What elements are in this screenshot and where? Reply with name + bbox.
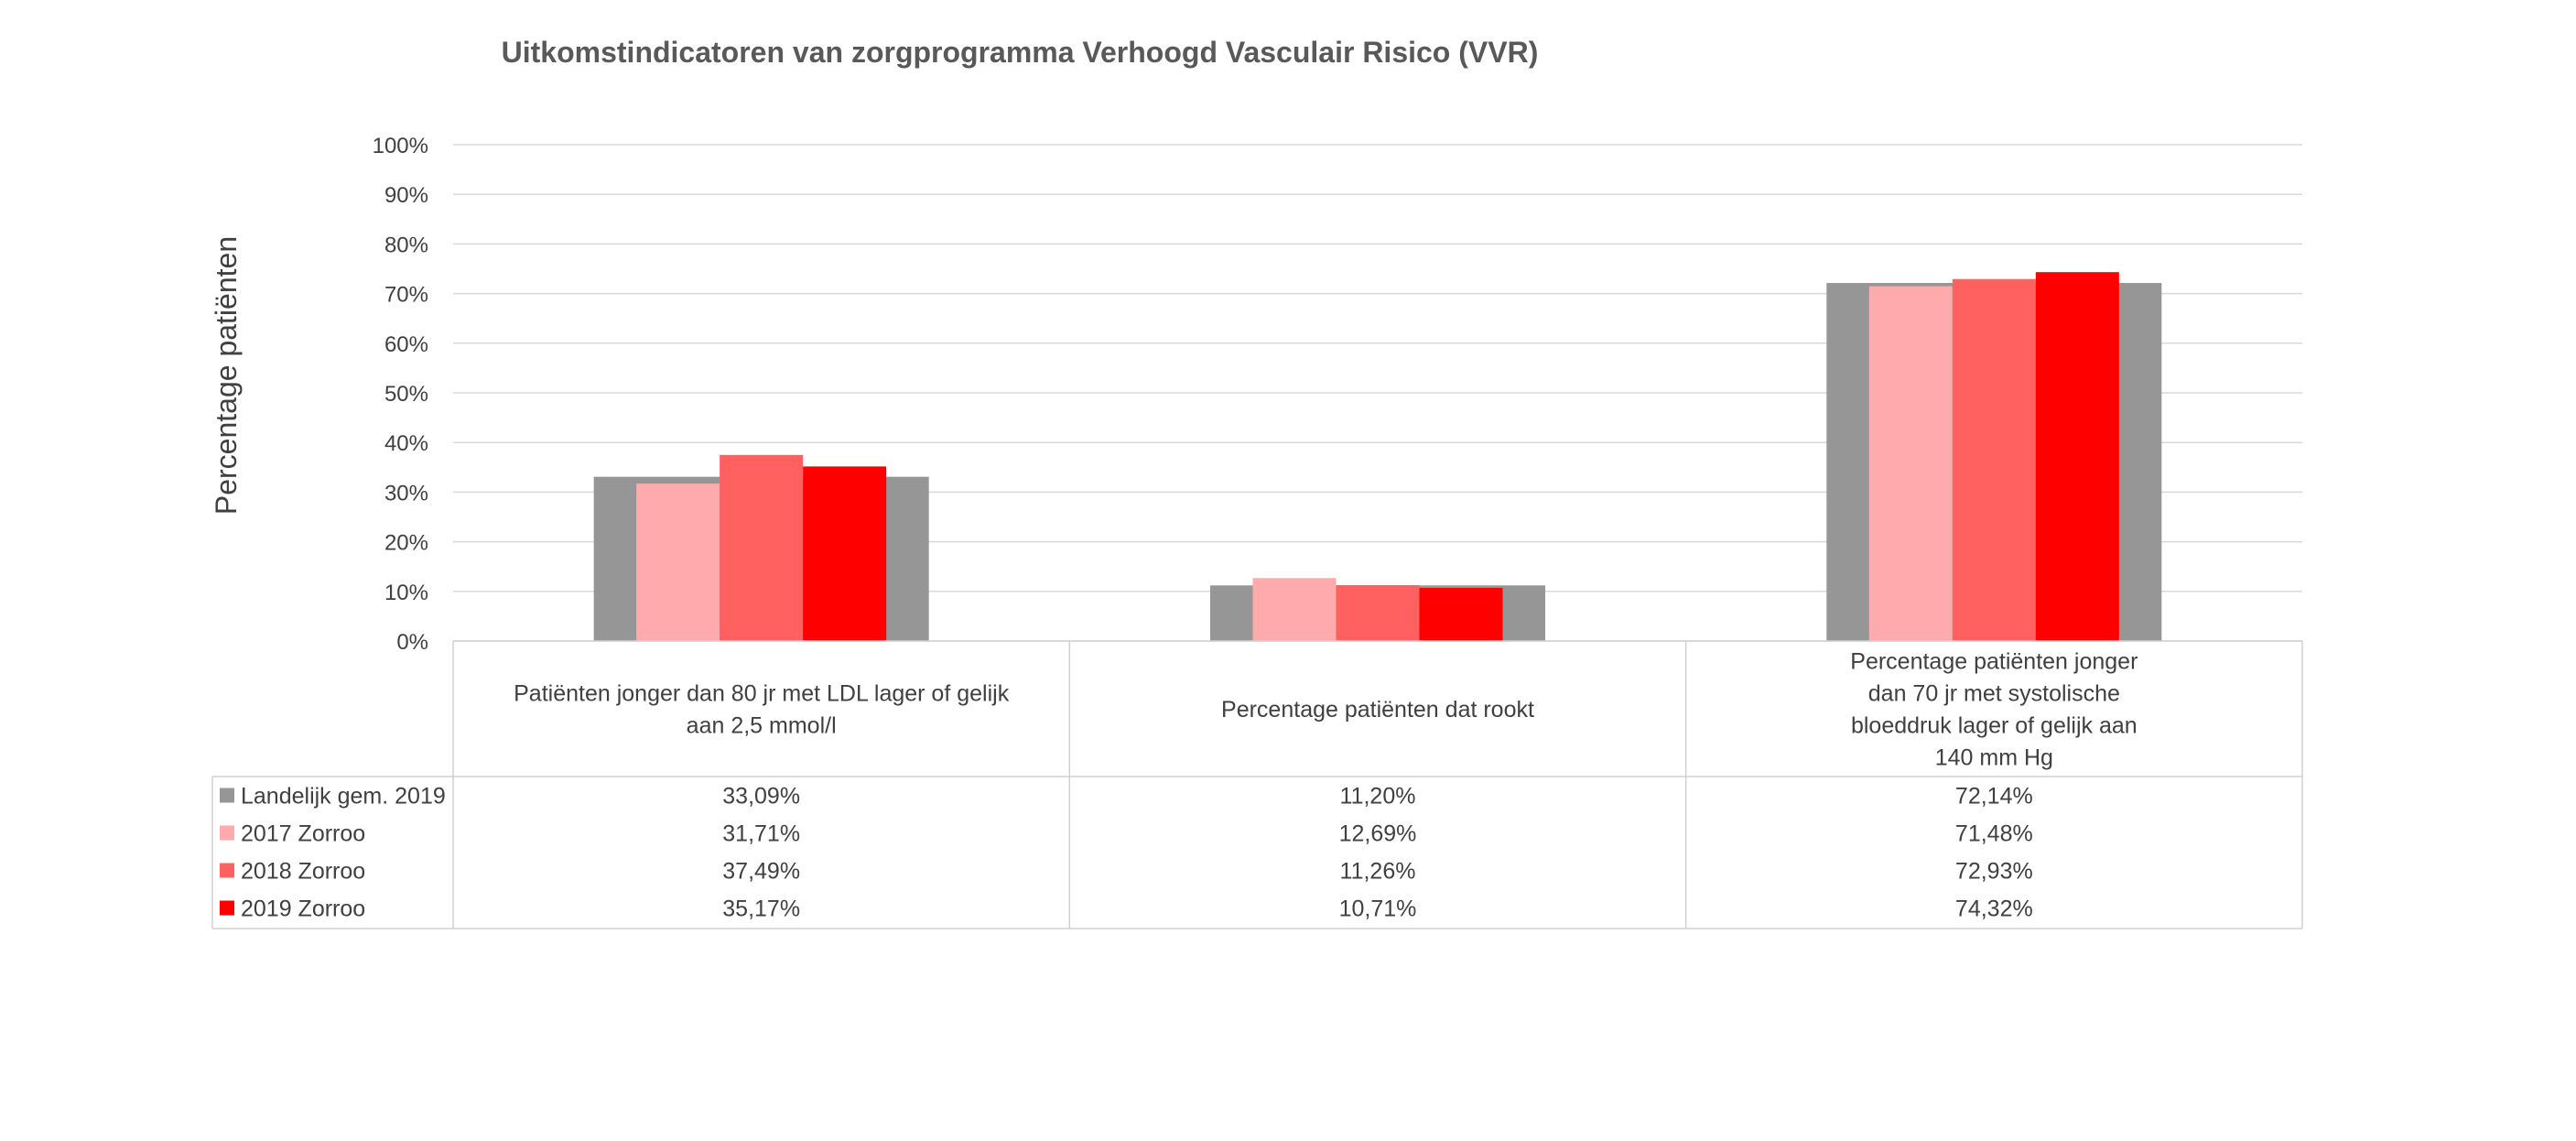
y-tick-label: 80% bbox=[384, 233, 428, 257]
y-tick-label: 0% bbox=[396, 630, 428, 655]
table-cell-value: 11,20% bbox=[1340, 784, 1416, 810]
table-cell-value: 35,17% bbox=[722, 896, 800, 922]
y-tick-label: 90% bbox=[384, 183, 428, 208]
category-label: 140 mm Hg bbox=[1935, 745, 2053, 771]
legend-swatch bbox=[220, 900, 234, 916]
y-tick-label: 60% bbox=[384, 332, 428, 357]
table-cell-value: 72,93% bbox=[1955, 859, 2033, 885]
category-label: dan 70 jr met systolische bbox=[1868, 681, 2120, 707]
table-cell-value: 31,71% bbox=[722, 821, 800, 847]
category-label: Percentage patiënten dat rookt bbox=[1221, 697, 1534, 723]
table-cell-value: 33,09% bbox=[722, 784, 800, 810]
y-tick-labels: 0% 10% 20% 30% 40% 50% 60% 70% 80% 90% 100% bbox=[373, 134, 428, 655]
bar-2017-zorroo bbox=[1868, 286, 1953, 641]
table-cell-value: 12,69% bbox=[1339, 821, 1417, 847]
legend-label: 2017 Zorroo bbox=[241, 821, 365, 847]
legend-label: 2018 Zorroo bbox=[241, 859, 365, 885]
legend-swatch bbox=[220, 825, 234, 841]
y-tick-label: 40% bbox=[384, 431, 428, 456]
bar-2018-zorroo bbox=[1952, 278, 2036, 641]
bars bbox=[593, 272, 2162, 641]
table-cell-value: 37,49% bbox=[722, 859, 800, 885]
y-tick-label: 30% bbox=[384, 481, 428, 505]
bar-2018-zorroo bbox=[720, 454, 804, 641]
bar-2018-zorroo bbox=[1336, 584, 1420, 641]
table-cell-value: 11,26% bbox=[1340, 859, 1416, 885]
y-axis-label: Percentage patiënten bbox=[210, 236, 243, 515]
table-cell-value: 74,32% bbox=[1955, 896, 2033, 922]
legend-label: Landelijk gem. 2019 bbox=[241, 784, 446, 810]
category-label: Percentage patiënten jonger bbox=[1850, 649, 2138, 675]
bar-2017-zorroo bbox=[1252, 578, 1337, 641]
legend-swatch bbox=[220, 863, 234, 878]
bar-2019-zorroo bbox=[2035, 272, 2119, 641]
chart-title: Uitkomstindicatoren van zorgprogramma Ve… bbox=[502, 36, 1539, 69]
bar-2019-zorroo bbox=[1419, 587, 1503, 641]
legend-swatch bbox=[220, 788, 234, 803]
table-cell-value: 71,48% bbox=[1955, 821, 2033, 847]
y-tick-label: 10% bbox=[384, 581, 428, 605]
bar-2017-zorroo bbox=[636, 484, 720, 641]
category-label: bloeddruk lager of gelijk aan bbox=[1851, 713, 2138, 739]
legend-label: 2019 Zorroo bbox=[241, 896, 365, 922]
table-cell-value: 10,71% bbox=[1339, 896, 1417, 922]
category-label: aan 2,5 mmol/l bbox=[687, 713, 837, 739]
category-label: Patiënten jonger dan 80 jr met LDL lager… bbox=[514, 681, 1010, 707]
data-table: Patiënten jonger dan 80 jr met LDL lager… bbox=[211, 640, 2303, 929]
y-tick-label: 100% bbox=[373, 134, 428, 158]
bar-2019-zorroo bbox=[803, 466, 887, 641]
table-cell-value: 72,14% bbox=[1955, 784, 2033, 810]
y-tick-label: 70% bbox=[384, 283, 428, 308]
y-tick-label: 50% bbox=[384, 382, 428, 407]
y-tick-label: 20% bbox=[384, 531, 428, 556]
